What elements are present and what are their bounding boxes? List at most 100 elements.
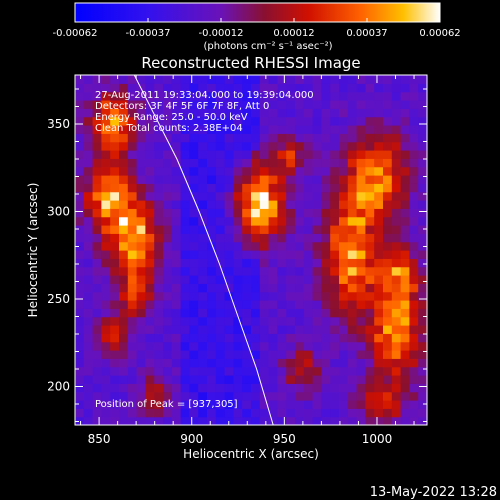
heatmap-cell [321,200,331,209]
heatmap-cell [303,258,314,268]
heatmap-cell [83,350,94,359]
heatmap-cell [409,250,419,259]
heatmap-cell [356,75,366,84]
heatmap-cell [163,175,173,184]
heatmap-cell [409,366,419,376]
heatmap-cell [383,125,393,134]
heatmap-cell [383,325,393,334]
heatmap-cell [242,358,252,368]
heatmap-cell [374,291,384,301]
heatmap-cell [277,225,287,234]
heatmap-cell [409,75,419,84]
heatmap-cell [400,133,410,143]
heatmap-cell [356,116,366,126]
heatmap-cell [312,258,322,268]
heatmap-cell [383,133,393,143]
heatmap-cell [339,391,349,401]
heatmap-cell [180,125,190,134]
heatmap-cell [295,400,305,409]
heatmap-cell [251,300,261,309]
heatmap-cell [303,383,314,393]
heatmap-cell [268,183,278,193]
heatmap-cell [303,375,314,384]
annotation-block: 27-Aug-2011 19:33:04.000 to 19:39:04.000… [95,90,314,134]
heatmap-cell [356,283,366,293]
heatmap-cell [286,358,296,368]
heatmap-cell [75,391,85,401]
heatmap-cell [259,141,270,151]
heatmap-cell [259,116,270,126]
heatmap-cell [400,283,410,293]
heatmap-cell [259,358,270,368]
heatmap-cell [75,233,85,243]
heatmap-cell [127,258,138,268]
heatmap-cell [180,341,190,351]
heatmap-cell [101,416,111,425]
heatmap-cell [215,116,226,126]
heatmap-cell [154,216,164,226]
heatmap-cell [295,350,305,359]
heatmap-cell [374,250,384,259]
heatmap-cell [400,333,410,343]
heatmap-cell [251,291,261,301]
heatmap-cell [224,133,234,143]
heatmap-cell [347,375,358,384]
heatmap-cell [286,91,296,101]
heatmap-cell [374,375,384,384]
heatmap-cell [154,366,164,376]
heatmap-cell [233,83,243,93]
heatmap-cell [365,408,375,418]
heatmap-cell [242,258,252,268]
heatmap-cell [171,241,182,251]
heatmap-cell [242,100,252,109]
heatmap-cell [163,275,173,284]
heatmap-cell [207,150,217,159]
heatmap-cell [251,191,261,201]
heatmap-cell [339,275,349,284]
heatmap-cell [295,266,305,276]
heatmap-cell [391,283,402,293]
heatmap-cell [242,175,252,184]
heatmap-cell [207,241,217,251]
heatmap-cell [295,175,305,184]
heatmap-cell [391,391,402,401]
heatmap-cell [145,358,155,368]
heatmap-cell [110,183,120,193]
heatmap-cell [119,358,129,368]
heatmap-cell [391,266,402,276]
heatmap-cell [418,408,427,418]
heatmap-cell [83,141,94,151]
heatmap-cell [83,75,94,84]
heatmap-cell [119,316,129,326]
heatmap-cell [207,275,217,284]
heatmap-cell [268,300,278,309]
heatmap-cell [198,158,208,168]
heatmap-cell [268,358,278,368]
heatmap-cell [339,83,349,93]
heatmap-cell [321,100,331,109]
heatmap-cell [418,233,427,243]
heatmap-cell [154,208,164,218]
heatmap-cell [339,375,349,384]
heatmap-cell [383,300,393,309]
heatmap-cell [374,133,384,143]
heatmap-cell [339,283,349,293]
heatmap-cell [295,258,305,268]
heatmap-cell [145,375,155,384]
heatmap-cell [409,83,419,93]
heatmap-cell [242,383,252,393]
heatmap-cell [277,75,287,84]
heatmap-cell [418,133,427,143]
heatmap-cell [356,158,366,168]
heatmap-cell [312,125,322,134]
heatmap-cell [215,225,226,234]
heatmap-cell [224,191,234,201]
heatmap-cell [189,416,199,425]
heatmap-cell [136,308,146,318]
heatmap-cell [110,333,120,343]
heatmap-cell [233,125,243,134]
heatmap-cell [215,316,226,326]
heatmap-cell [224,200,234,209]
heatmap-cell [400,408,410,418]
heatmap-cell [145,266,155,276]
